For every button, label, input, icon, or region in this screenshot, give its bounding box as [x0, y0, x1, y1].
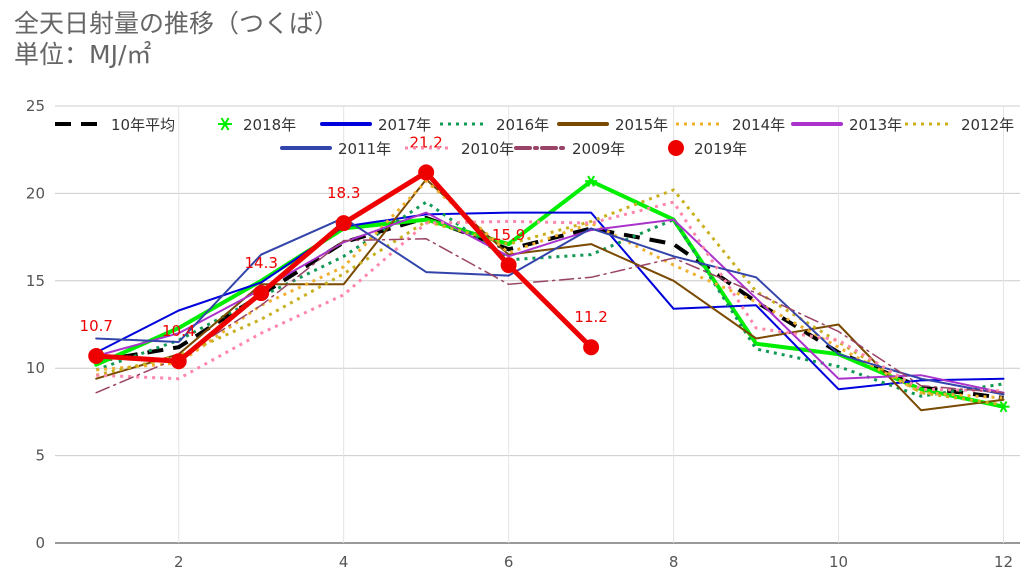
series-2019-point	[500, 257, 517, 274]
x-tick-label: 6	[504, 553, 514, 571]
series-2014-legend-label: 2014年	[732, 116, 785, 134]
x-tick-label: 12	[994, 553, 1013, 571]
data-label: 18.3	[327, 184, 360, 202]
series-10-avg-legend-item: 10年平均	[55, 116, 175, 134]
x-tick-label: 4	[339, 553, 349, 571]
series-2009-legend-label: 2009年	[572, 140, 625, 158]
star-stroke	[220, 117, 230, 131]
star-stroke	[587, 175, 595, 187]
chart-title: 全天日射量の推移（つくば）	[14, 9, 340, 38]
series-2019-point	[253, 285, 270, 302]
series-2019-legend-item: 2019年	[668, 140, 747, 158]
series-2018-point	[997, 400, 1010, 413]
chart-title-block: 全天日射量の推移（つくば） 単位：MJ/㎡	[14, 8, 339, 70]
series-10-avg-legend-label: 10年平均	[111, 116, 175, 134]
series-2014-line	[96, 179, 1004, 400]
series-2018-legend-label: 2018年	[243, 116, 296, 134]
y-axis: 0 5 10 15 20 25	[26, 97, 45, 552]
series-2019-point	[335, 215, 352, 232]
data-label: 15.9	[492, 226, 525, 244]
y-tick-label: 20	[26, 184, 45, 202]
data-label: 14.3	[244, 254, 277, 272]
x-axis: 2 4 6 8 10 12	[174, 553, 1013, 571]
series-2015-legend-item: 2015年	[557, 116, 668, 134]
series-2011-legend-item: 2011年	[280, 140, 391, 158]
series-2018-legend-item: 2018年	[218, 116, 296, 134]
series-2019-point	[88, 347, 105, 364]
series-2018-line	[94, 179, 1006, 409]
series-2010-legend-item: 2010年	[405, 140, 514, 158]
series-2009-line	[95, 238, 1005, 394]
data-label: 11.2	[574, 308, 607, 326]
y-tick-label: 0	[35, 534, 45, 552]
series-lines	[93, 169, 1006, 412]
series-2013-legend-item: 2013年	[791, 116, 902, 134]
series-markers	[88, 164, 1010, 413]
data-label: 21.2	[409, 133, 442, 151]
y-tick-label: 15	[26, 272, 45, 290]
chart-subtitle: 単位：MJ/㎡	[14, 40, 152, 69]
series-2017-legend-item: 2017年	[320, 116, 431, 134]
series-2014-legend-item: 2014年	[676, 116, 785, 134]
series-2015-legend-label: 2015年	[615, 116, 668, 134]
series-2018-legend-swatch	[218, 117, 232, 131]
series-2018-point	[585, 175, 598, 187]
series-2019-legend-label: 2019年	[694, 140, 747, 158]
series-2019-legend-swatch	[668, 140, 684, 156]
series-2012-legend-label: 2012年	[961, 116, 1014, 134]
x-tick-label: 2	[174, 553, 184, 571]
series-2010-line	[96, 200, 1004, 393]
series-2016-legend-label: 2016年	[496, 116, 549, 134]
series-2012-legend-item: 2012年	[905, 116, 1014, 134]
y-tick-label: 5	[35, 447, 45, 465]
data-labels: 10.7 10.4 14.3 18.3 21.2 15.9 11.2	[80, 133, 608, 340]
x-tick-label: 8	[669, 553, 679, 571]
series-2016-legend-item: 2016年	[440, 116, 549, 134]
star-stroke	[999, 400, 1008, 413]
y-tick-label: 10	[26, 359, 45, 377]
legend: 10年平均 2018年 2017年 2016年 2015年 2014年 2013年 2012年…	[55, 116, 1014, 158]
x-tick-label: 10	[829, 553, 848, 571]
series-2017-legend-label: 2017年	[378, 116, 431, 134]
series-2009-legend-item: 2009年	[514, 140, 625, 158]
series-2011-line	[95, 216, 1005, 396]
series-2011-legend-label: 2011年	[338, 140, 391, 158]
y-tick-label: 25	[26, 97, 45, 115]
series-2019-point	[418, 164, 435, 181]
series-2013-legend-label: 2013年	[849, 116, 902, 134]
data-label: 10.7	[80, 317, 113, 335]
series-2019-point	[583, 339, 600, 356]
series-2013-line	[95, 211, 1005, 394]
grid	[55, 105, 1020, 544]
data-label: 10.4	[162, 322, 195, 340]
series-2019-point	[170, 353, 187, 370]
series-2016-line	[95, 200, 1004, 398]
series-2010-legend-label: 2010年	[461, 140, 514, 158]
series-2017-line	[95, 211, 1005, 391]
